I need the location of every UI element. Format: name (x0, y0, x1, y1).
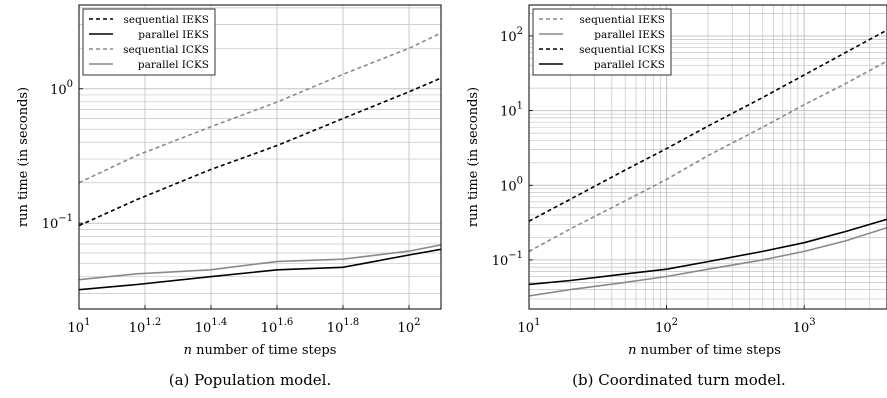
legend-label: sequential IEKS (124, 14, 209, 26)
caption-b: (b) Coordinated turn model. (572, 371, 786, 389)
x-tick-label: 101.8 (327, 317, 359, 336)
x-tick-label: 101.4 (195, 317, 227, 336)
series-group (529, 29, 887, 297)
legend-label: sequential ICKS (579, 44, 665, 56)
series-line-sequential-icks (79, 32, 441, 184)
y-tick-label: 100 (50, 79, 73, 98)
x-tick-label: 101.2 (129, 317, 161, 336)
legend: sequential IEKS parallel IEKS sequential I… (532, 8, 672, 76)
plot-frame (78, 4, 442, 310)
x-axis-label: n number of time steps (184, 343, 337, 358)
legend: sequential IEKS parallel IEKS sequential I… (82, 8, 216, 76)
y-tick-label: 101 (500, 101, 523, 120)
y-tick-label: 10−1 (42, 213, 73, 232)
series-line-parallel-icks (79, 244, 441, 281)
x-tick-label: 103 (793, 317, 816, 336)
x-tick-label: 102 (655, 317, 678, 336)
series-line-sequential-ieks (79, 77, 441, 227)
plot-frame (528, 4, 887, 310)
legend-label: parallel IEKS (594, 29, 665, 41)
y-tick-label: 100 (500, 175, 523, 194)
y-axis-label: run time (in seconds) (466, 87, 481, 227)
x-tick-label: 102 (398, 317, 421, 336)
y-tick-label: 102 (500, 26, 523, 45)
chart-panel-coordinated-turn: 101 102 103 10−1 100 101 102 n number of time s… (466, 4, 887, 358)
y-axis-label: run time (in seconds) (16, 87, 31, 227)
legend-label: sequential ICKS (123, 44, 209, 56)
legend-label: parallel ICKS (138, 59, 209, 71)
series-line-parallel-ieks (79, 248, 441, 291)
y-tick-label: 10−1 (492, 250, 523, 269)
x-tick-label: 101 (518, 317, 541, 336)
series-line-parallel-ieks (529, 226, 887, 297)
legend-label: parallel ICKS (594, 59, 665, 71)
chart-panel-population: 101 101.2 101.4 101.6 101.8 102 10−1 100 n numbe… (16, 4, 442, 358)
grid (529, 5, 887, 309)
series-line-sequential-icks (529, 29, 887, 222)
legend-label: parallel IEKS (138, 29, 209, 41)
x-tick-label: 101.6 (261, 317, 293, 336)
series-line-parallel-icks (529, 218, 887, 286)
x-axis-label: n number of time steps (628, 343, 781, 358)
grid (79, 5, 441, 309)
x-tick-label: 101 (68, 317, 91, 336)
series-group (79, 32, 441, 291)
caption-a: (a) Population model. (169, 371, 332, 389)
series-line-sequential-ieks (529, 60, 887, 253)
legend-label: sequential IEKS (580, 14, 665, 26)
